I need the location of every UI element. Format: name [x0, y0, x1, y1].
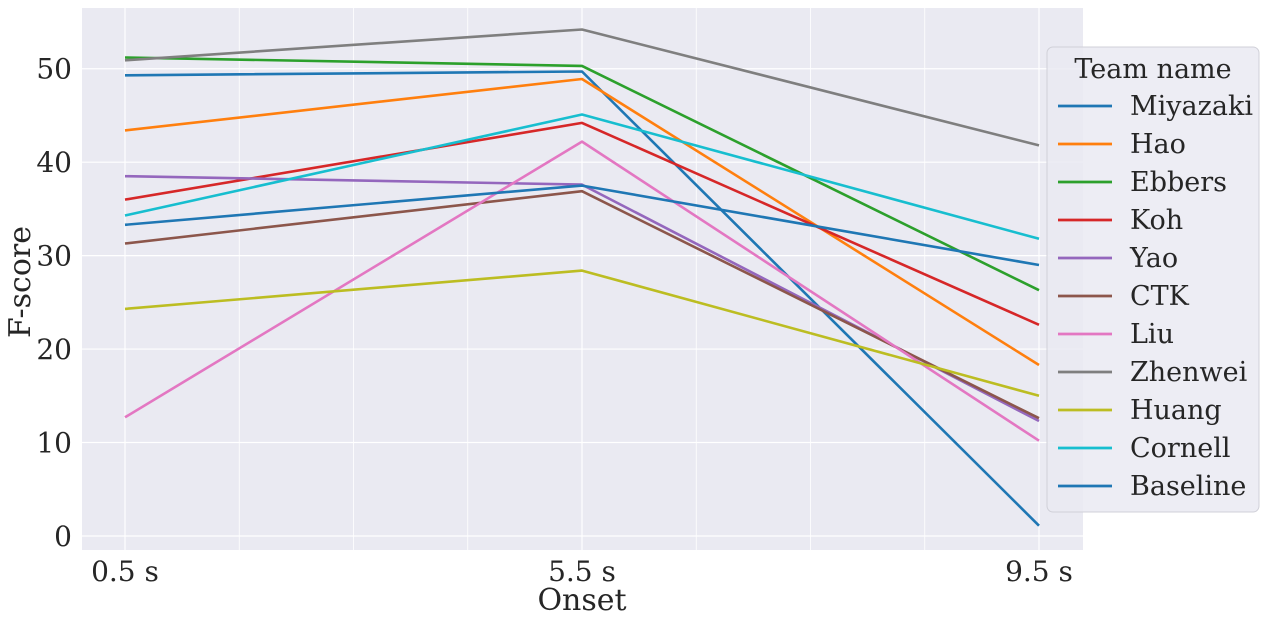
legend-label: CTK [1130, 281, 1190, 312]
series-line-liu [124, 140, 1040, 442]
legend-label: Koh [1130, 205, 1183, 236]
y-tick-label: 30 [36, 240, 72, 273]
legend-items: Miyazaki Hao Ebbers Koh Yao CTK Liu Zhenwei Huan… [1058, 91, 1253, 502]
legend-label: Huang [1130, 395, 1222, 426]
series-lines [124, 28, 1040, 527]
y-tick-label: 40 [36, 146, 72, 179]
series-line-zhenwei [124, 28, 1040, 147]
series-line-hao [124, 77, 1040, 367]
x-axis-title: Onset [537, 583, 626, 618]
legend-label: Yao [1129, 243, 1178, 274]
series-line-koh [124, 121, 1040, 326]
y-tick-labels: 0 10 20 30 40 50 [36, 53, 72, 553]
legend-box [1046, 46, 1260, 513]
legend-label: Liu [1130, 319, 1174, 350]
legend-label: Zhenwei [1130, 357, 1248, 388]
y-tick-label: 10 [36, 427, 72, 460]
y-tick-label: 0 [54, 520, 72, 553]
legend: Team name Miyazaki Hao Ebbers Koh Yao CTK Liu Z… [1046, 46, 1260, 513]
series-line-huang [124, 269, 1040, 398]
legend-title: Team name [1074, 54, 1231, 85]
legend-label: Cornell [1130, 433, 1230, 464]
x-tick-label: 0.5 s [91, 555, 159, 588]
y-tick-label: 20 [36, 333, 72, 366]
legend-label: Baseline [1130, 471, 1246, 502]
series-line-baseline [124, 184, 1040, 267]
series-line-miyazaki [124, 70, 1040, 527]
series-line-ebbers [124, 56, 1040, 292]
legend-label: Ebbers [1130, 167, 1227, 198]
legend-label: Hao [1130, 129, 1186, 160]
legend-label: Miyazaki [1130, 91, 1253, 122]
y-axis-title: F-score [3, 226, 38, 338]
x-tick-label: 5.5 s [548, 555, 616, 588]
series-line-cornell [124, 113, 1040, 241]
x-tick-labels: 0.5 s 5.5 s 9.5 s [91, 555, 1073, 588]
y-tick-label: 50 [36, 53, 72, 86]
x-tick-label: 9.5 s [1005, 555, 1073, 588]
